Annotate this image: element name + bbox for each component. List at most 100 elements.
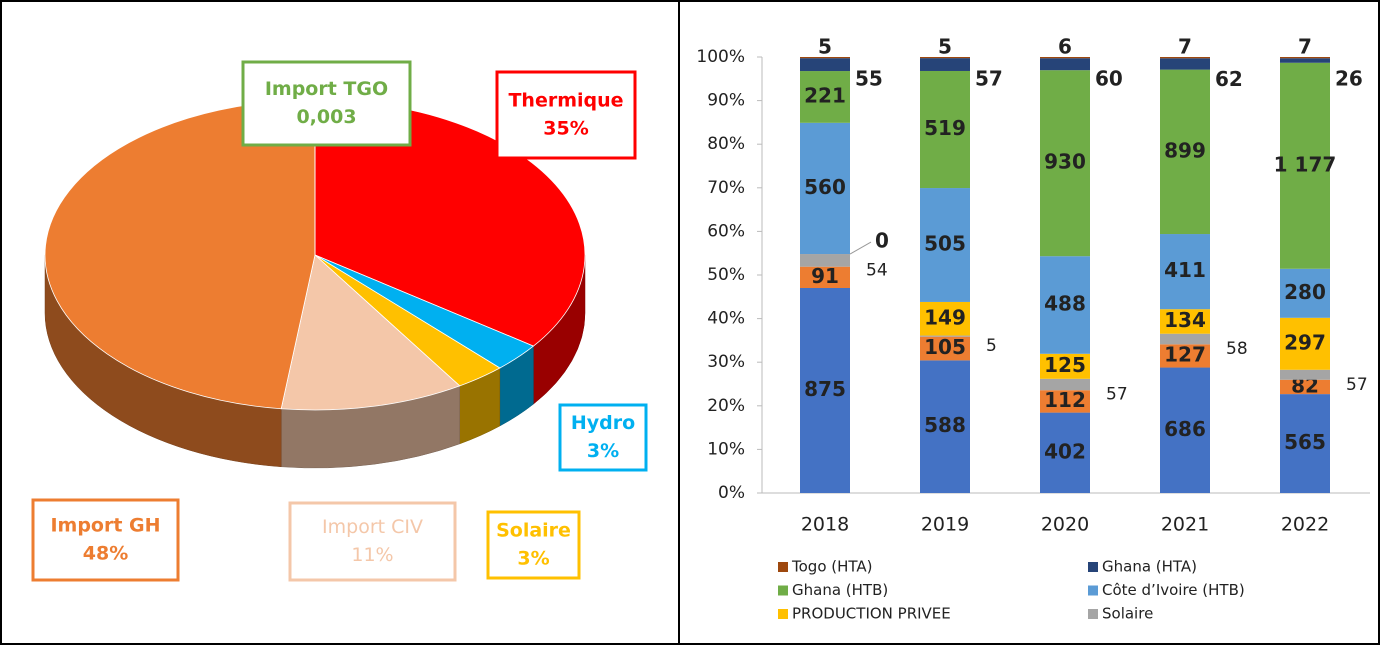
x-tick-label: 2020 [1041,514,1089,536]
bar-segment [1280,57,1330,59]
bar-segment [1040,70,1090,257]
data-label: 5 [986,336,997,356]
y-tick-label: 40% [707,309,745,329]
bar-segment [1280,317,1330,370]
bar-segment [1040,58,1090,71]
bar-segment [800,122,850,255]
data-label: 899 [1164,138,1206,162]
data-label: 57 [1346,375,1368,395]
bar-segment [1040,412,1090,493]
y-tick-label: 30% [707,352,745,372]
data-label: 57 [975,67,1003,91]
slice-value: 35% [543,118,588,140]
bar-segment [1040,378,1090,391]
slice-value: 0,003 [296,106,356,128]
bar-segment [920,58,970,71]
bar-segment [1160,57,1210,59]
legend-label: PRODUCTION PRIVEE [792,605,951,623]
slice [280,254,461,411]
data-label: 54 [866,260,888,280]
data-label: 565 [1284,430,1326,454]
legend-label: Côte d’Ivoire (HTB) [1102,581,1245,599]
data-label: 402 [1044,439,1086,463]
bar-segment [1160,234,1210,310]
bar-segment [800,57,850,59]
data-label: 1 177 [1274,152,1337,176]
bar-segment [1160,333,1210,345]
data-label: 134 [1164,308,1206,332]
data-label: 58 [1226,339,1248,359]
data-label: 6 [1058,35,1072,59]
x-tick-label: 2018 [801,514,849,536]
data-label: 149 [924,305,966,329]
data-label: 57 [1106,385,1128,405]
x-tick-label: 2021 [1161,514,1209,536]
bar-segment [1160,58,1210,70]
legend-label: Togo (HTA) [791,558,873,576]
label-box [486,510,581,580]
bar-segment [1160,309,1210,334]
data-label: 280 [1284,280,1326,304]
bar-segment [1280,379,1330,395]
data-label: 930 [1044,150,1086,174]
label-box [558,403,648,472]
y-tick-label: 10% [707,439,745,459]
legend-swatch [778,562,788,572]
bar-segment [800,266,850,289]
x-tick-label: 2019 [921,514,969,536]
data-label: 519 [924,116,966,140]
bar-segment [1040,353,1090,379]
legend-label: Solaire [1102,605,1153,623]
slice-value: 3% [517,548,549,570]
label-box [288,501,457,582]
data-label: 5 [818,35,832,59]
data-label: 411 [1164,258,1206,282]
data-label: 62 [1215,67,1243,91]
slice-label: Import CIV [322,516,423,538]
data-label: 60 [1095,67,1123,91]
data-label: 5 [938,35,952,59]
slice-value: 3% [587,440,619,462]
bar-segment [1280,62,1330,269]
y-tick-label: 20% [707,396,745,416]
x-tick-label: 2022 [1281,514,1329,536]
label-box [495,70,637,160]
bar-segment [920,57,970,59]
slice-value: 48% [83,543,128,565]
legend-label: Ghana (HTB) [792,581,888,599]
data-label: 26 [1335,67,1363,91]
bar-segment [920,301,970,336]
label-box [31,498,180,582]
legend-swatch [1088,585,1098,596]
bar-segment [800,58,850,72]
data-label: 875 [804,377,846,401]
data-label: 105 [924,335,966,359]
y-tick-label: 90% [707,91,745,111]
data-label: 7 [1298,35,1312,59]
bar-segment [920,336,970,361]
leader-line [849,241,872,255]
bar-segment [920,360,970,493]
y-tick-label: 80% [707,134,745,154]
data-label: 112 [1044,388,1086,412]
data-label: 297 [1284,330,1326,354]
y-tick-label: 100% [696,47,745,67]
bar-segment [1280,369,1330,380]
slice-label: Import TGO [265,78,388,100]
bar-segment [1160,344,1210,368]
bar-segment [1280,58,1330,63]
slice-value: 11% [351,544,393,566]
legend-label: Ghana (HTA) [1102,558,1197,576]
label-box [241,60,412,147]
data-label: 588 [924,413,966,437]
slice-label: Import GH [50,515,160,537]
bar-segment [920,335,970,337]
data-label: 488 [1044,292,1086,316]
data-label: 91 [811,264,839,288]
bar-segment [1160,69,1210,235]
data-label: 55 [855,67,883,91]
slice-label: Solaire [496,520,571,542]
data-label: 125 [1044,353,1086,377]
bar-segment [1280,268,1330,318]
